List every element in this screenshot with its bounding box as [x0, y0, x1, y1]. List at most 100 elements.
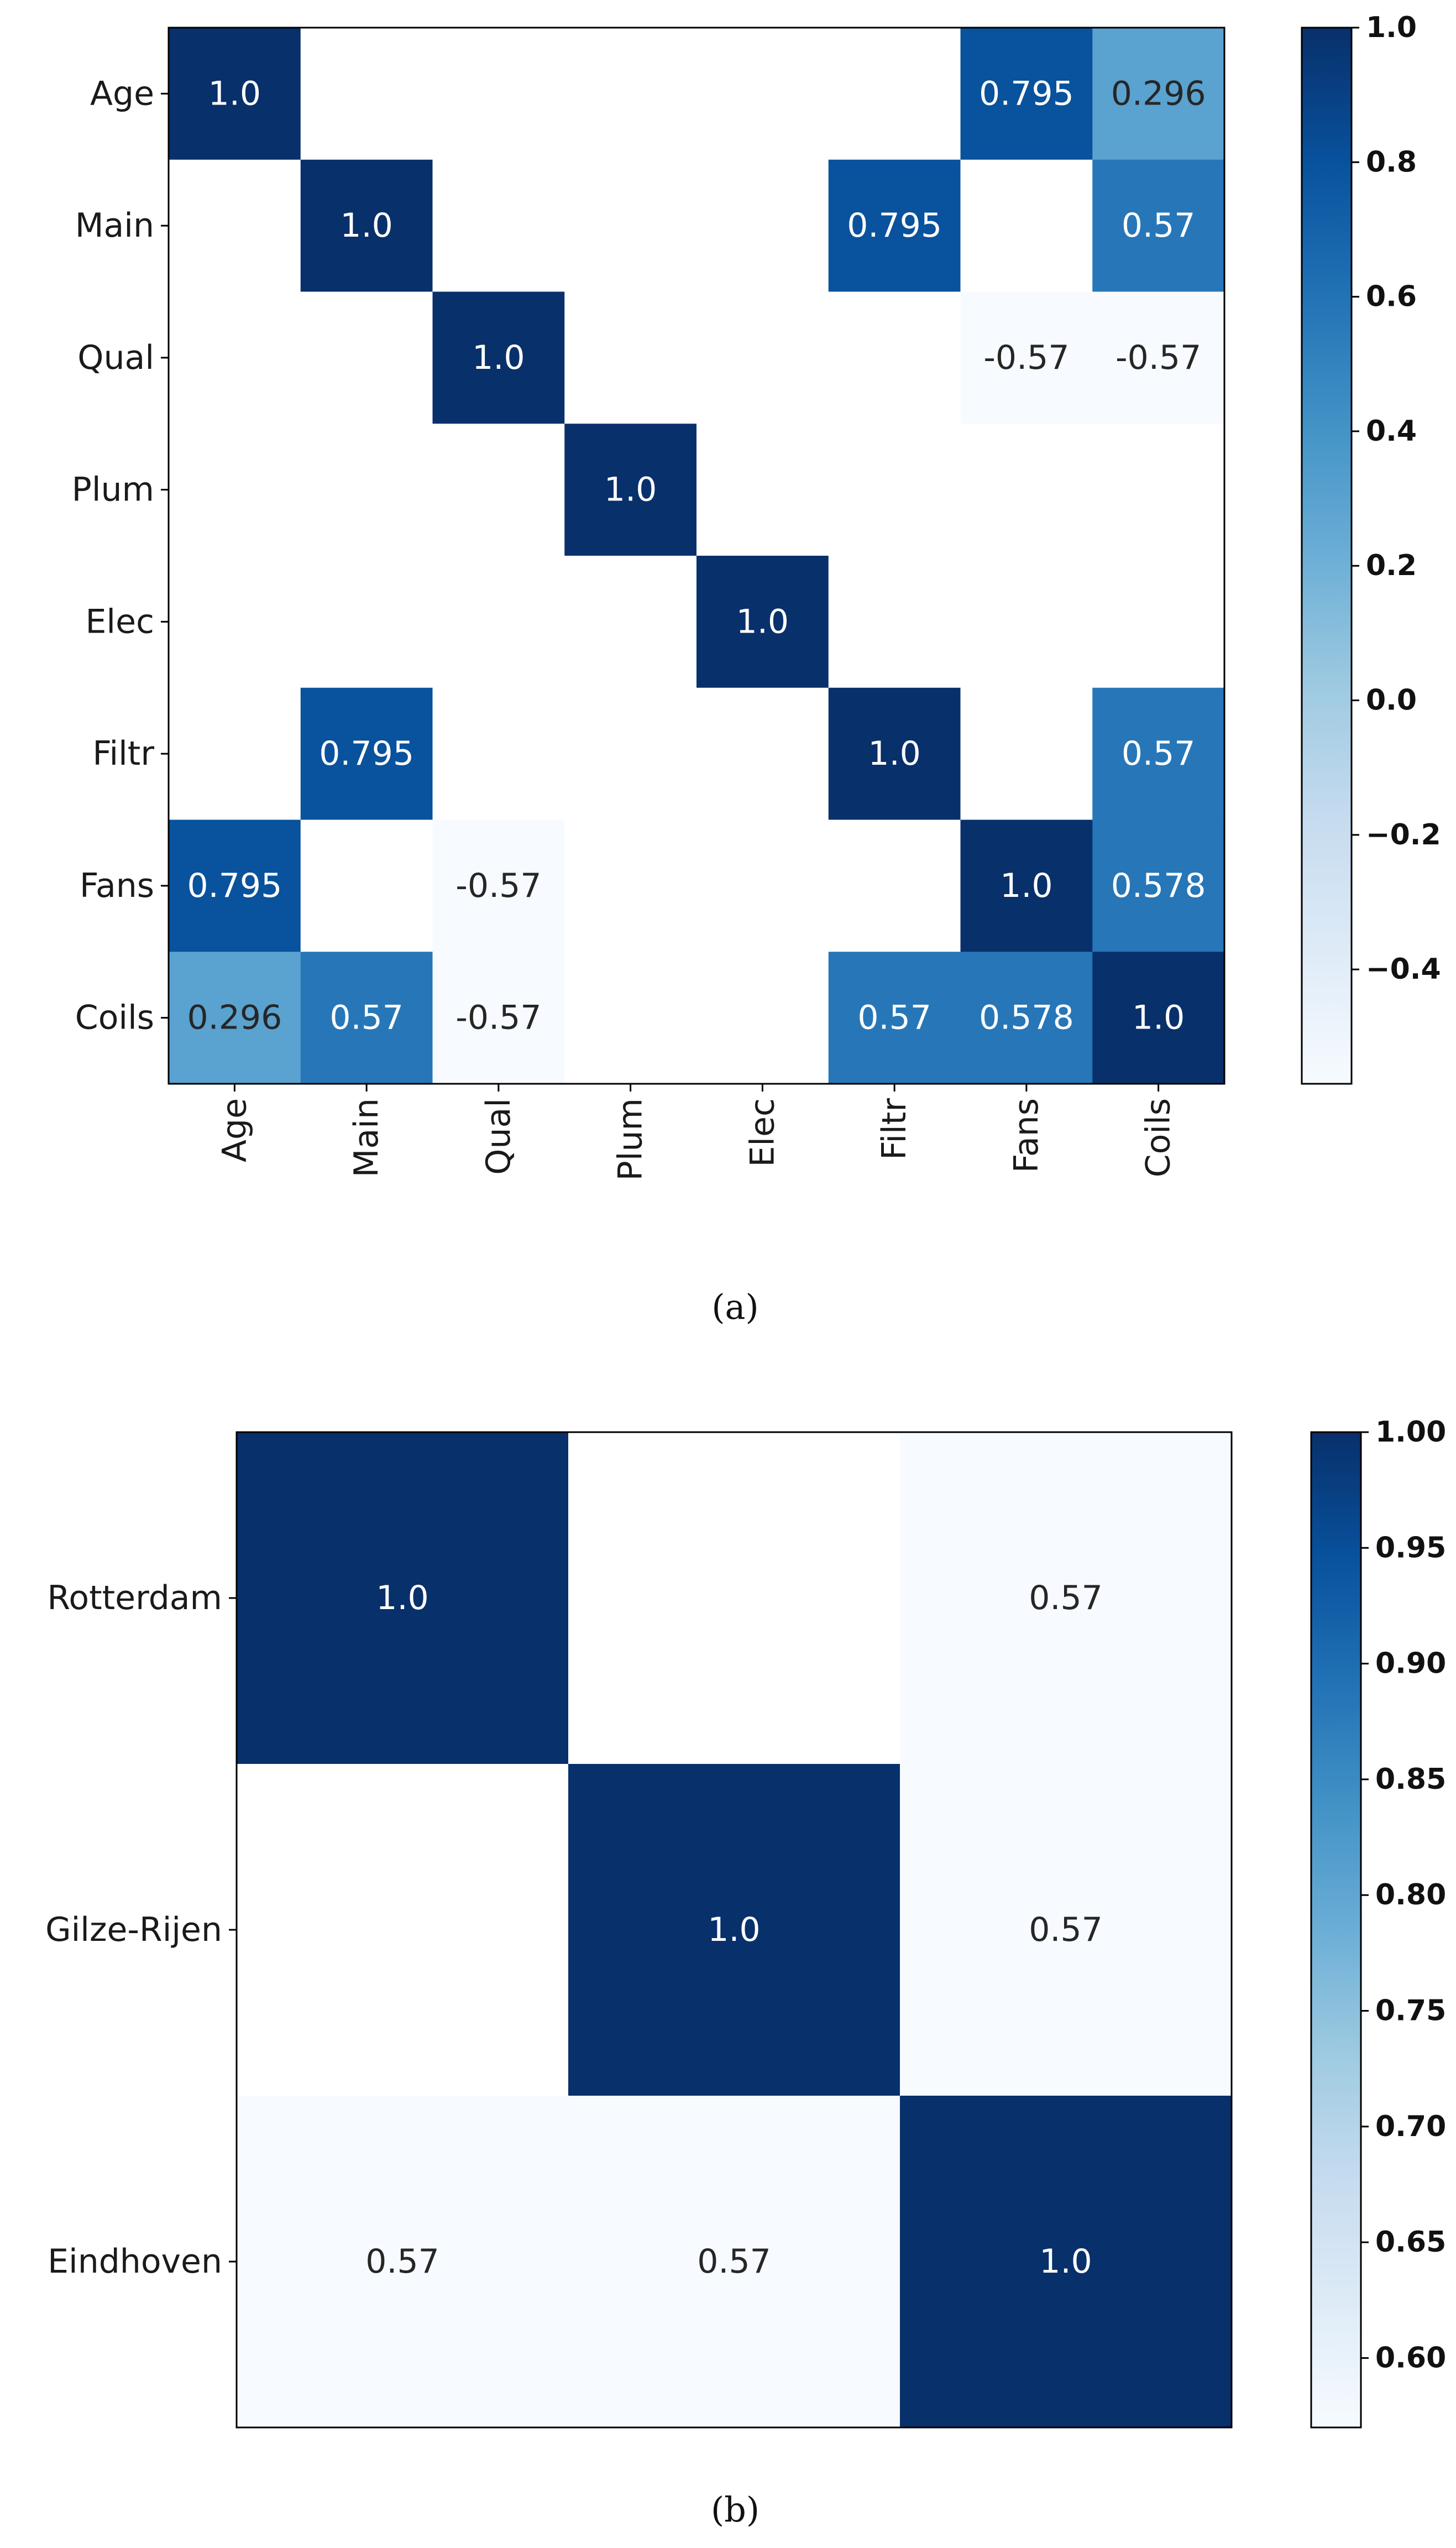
colorbar-a: 1.0 0.8 0.6 0.4 0.2 0.0 −0.2 −0.4: [1301, 11, 1441, 1085]
cell-value-label: 1.0: [736, 602, 789, 641]
heatmap-cell: [960, 687, 1093, 821]
y-tick-label: Coils: [75, 999, 154, 1037]
heatmap-cell: [1092, 159, 1225, 293]
colorbar-tick-label: −0.2: [1366, 818, 1441, 852]
heatmap-cell: [564, 159, 697, 293]
caption-b: (b): [711, 2489, 760, 2530]
heatmap-cell: [696, 159, 829, 293]
heatmap-cell: [300, 556, 433, 688]
heatmap-cell: [432, 159, 565, 293]
cell-value-label: 1.0: [472, 338, 525, 377]
heatmap-cell: [300, 424, 433, 556]
y-tick-label: Eindhoven: [48, 2242, 222, 2281]
heatmap-cell: [432, 28, 565, 160]
heatmap-cell: [960, 291, 1093, 424]
colorbar-tick-label: 0.6: [1366, 280, 1417, 314]
heatmap-cell: [300, 687, 433, 821]
heatmap-cell: [696, 687, 829, 821]
heatmap-b-y-axis: Rotterdam Gilze-Rijen Eindhoven: [45, 1579, 237, 2281]
heatmap-a-cell-labels: 1.0 0.795 0.296 1.0 0.795 0.57 1.0 -0.57 -0.57 1.…: [187, 74, 1206, 1037]
caption-a: (a): [711, 1287, 758, 1327]
colorbar-b-gradient: [1310, 1431, 1362, 2429]
heatmap-a-y-axis: Age Main Qual Plum Elec Filtr Fans Coils: [72, 74, 169, 1037]
cell-value-label: 1.0: [604, 471, 657, 509]
heatmap-cell: [169, 687, 301, 821]
colorbar-b: 1.00 0.95 0.90 0.85 0.80 0.75 0.70 0.65 0.60: [1310, 1416, 1446, 2429]
heatmap-cell: [564, 687, 697, 821]
cell-value-label: 0.57: [857, 999, 931, 1037]
heatmap-cell: [169, 159, 301, 293]
cell-value-label: 0.578: [979, 999, 1074, 1037]
heatmap-cell: [237, 1432, 569, 1764]
heatmap-cell: [432, 556, 565, 688]
colorbar-tick-label: −0.4: [1366, 953, 1441, 986]
colorbar-tick-label: 0.2: [1366, 549, 1417, 582]
x-tick-label: Fans: [1007, 1098, 1046, 1173]
heatmap-b-cell-labels: 1.0 0.57 1.0 0.57 0.57 0.57 1.0: [365, 1579, 1103, 2281]
heatmap-cell: [1092, 424, 1225, 556]
heatmap-cell: [828, 687, 961, 821]
heatmap-a-cells: [169, 28, 1225, 1084]
heatmap-cell: [169, 28, 301, 160]
colorbar-tick-label: 0.70: [1375, 2110, 1446, 2143]
heatmap-b: 1.0 0.57 1.0 0.57 0.57 0.57 1.0 Rotterdam Gilze…: [45, 1416, 1446, 2530]
colorbar-tick-label: 0.4: [1366, 415, 1417, 448]
heatmap-cell: [900, 1432, 1232, 1764]
cell-value-label: 0.57: [1122, 734, 1196, 773]
cell-value-label: -0.57: [983, 338, 1069, 377]
heatmap-b-cells: [237, 1432, 1232, 2428]
cell-value-label: 0.57: [1029, 1910, 1103, 1949]
colorbar-tick-label: 0.90: [1375, 1647, 1446, 1680]
cell-value-label: 0.57: [365, 2242, 439, 2281]
y-tick-label: Rotterdam: [47, 1579, 222, 1617]
heatmap-cell: [564, 819, 697, 952]
heatmap-cell: [432, 291, 565, 424]
heatmap-a-frame: [167, 27, 1225, 1085]
heatmap-a-x-axis: Age Main Qual Plum Elec Filtr Fans Coils: [215, 1084, 1178, 1181]
cell-value-label: 0.578: [1111, 866, 1206, 905]
heatmap-cell: [169, 952, 301, 1084]
heatmap-cell: [237, 2096, 569, 2428]
cell-value-label: 0.296: [1111, 74, 1206, 113]
heatmap-cell: [1092, 28, 1225, 160]
cell-value-label: 1.0: [708, 1910, 760, 1949]
heatmap-cell: [169, 291, 301, 424]
heatmap-cell: [1092, 819, 1225, 952]
colorbar-a-gradient: [1301, 27, 1353, 1085]
heatmap-cell: [237, 1764, 569, 2096]
heatmap-cell: [300, 952, 433, 1084]
heatmap-cell: [960, 952, 1093, 1084]
x-tick-label: Filtr: [875, 1098, 914, 1160]
x-tick-label: Age: [215, 1098, 254, 1162]
heatmap-cell: [828, 819, 961, 952]
heatmap-cell: [300, 291, 433, 424]
colorbar-tick-label: 0.85: [1375, 1763, 1446, 1796]
y-tick-label: Plum: [72, 471, 154, 509]
colorbar-tick-label: 0.8: [1366, 145, 1417, 179]
heatmap-cell: [828, 159, 961, 293]
heatmap-cell: [960, 159, 1093, 293]
heatmap-cell: [960, 819, 1093, 952]
heatmap-cell: [696, 952, 829, 1084]
heatmap-cell: [564, 28, 697, 160]
cell-value-label: 0.795: [979, 74, 1074, 113]
heatmap-cell: [169, 819, 301, 952]
heatmap-cell: [564, 424, 697, 556]
heatmap-cell: [828, 952, 961, 1084]
heatmap-cell: [564, 556, 697, 688]
cell-value-label: 1.0: [868, 734, 920, 773]
heatmap-cell: [828, 556, 961, 688]
heatmap-cell: [900, 2096, 1232, 2428]
cell-value-label: 1.0: [340, 206, 392, 245]
cell-value-label: 0.795: [319, 734, 414, 773]
heatmap-a: 1.0 0.795 0.296 1.0 0.795 0.57 1.0 -0.57 -0.57 1.…: [72, 11, 1441, 1327]
heatmap-cell: [568, 1764, 900, 2096]
cell-value-label: 1.0: [1132, 999, 1185, 1037]
heatmap-cell: [564, 291, 697, 424]
heatmap-cell: [696, 28, 829, 160]
x-tick-label: Main: [347, 1098, 386, 1177]
cell-value-label: -0.57: [455, 999, 541, 1037]
heatmap-cell: [696, 556, 829, 688]
heatmap-cell: [568, 2096, 900, 2428]
